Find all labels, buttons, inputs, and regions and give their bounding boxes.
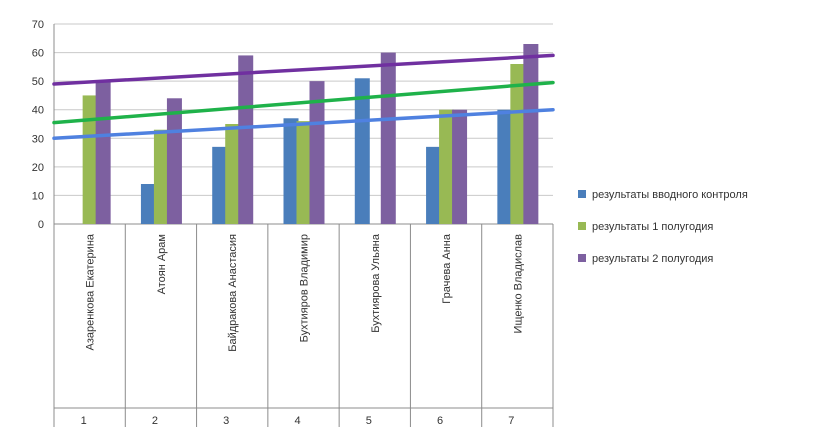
- category-label: Грачева Анна: [441, 233, 453, 304]
- y-tick-label: 0: [38, 219, 44, 231]
- bar: [296, 121, 312, 224]
- category-label: Бухтиярова Ульяна: [370, 233, 382, 333]
- y-tick-label: 20: [32, 162, 44, 174]
- legend-label: результаты 2 полугодия: [592, 253, 713, 265]
- bar: [82, 95, 98, 224]
- category-number: 6: [437, 415, 443, 427]
- bar: [426, 146, 442, 224]
- bar: [497, 109, 513, 224]
- category-number: 3: [223, 415, 229, 427]
- legend-swatch: [578, 190, 586, 198]
- trendline: [52, 107, 555, 141]
- bar: [523, 44, 539, 224]
- category-label: Атоян Арам: [156, 234, 168, 294]
- bar: [95, 81, 111, 225]
- legend-label: результаты вводного контроля: [592, 189, 748, 201]
- category-label: Бухтияров Владимир: [299, 234, 311, 342]
- bar: [166, 98, 182, 224]
- bar: [309, 81, 325, 225]
- legend-swatch: [578, 222, 586, 230]
- y-tick-label: 70: [32, 19, 44, 31]
- category-number: 1: [81, 415, 87, 427]
- bar: [283, 118, 299, 224]
- y-tick-label: 10: [32, 190, 44, 202]
- y-tick-label: 30: [32, 133, 44, 145]
- y-tick-label: 60: [32, 48, 44, 60]
- category-number: 7: [508, 415, 514, 427]
- y-tick-label: 50: [32, 76, 44, 88]
- bar: [439, 109, 455, 224]
- category-number: 2: [152, 415, 158, 427]
- category-label: Азаренкова Екатерина: [85, 233, 97, 350]
- category-label: Байдракова Анастасия: [227, 234, 239, 352]
- bar: [452, 109, 468, 224]
- bar: [140, 184, 156, 224]
- bar: [212, 146, 228, 224]
- bar: [153, 129, 169, 224]
- bar: [510, 64, 526, 224]
- trendline: [52, 53, 555, 86]
- y-tick-label: 40: [32, 105, 44, 117]
- bar: [225, 124, 241, 224]
- category-number: 4: [294, 415, 300, 427]
- bar: [354, 78, 370, 225]
- bar: [380, 52, 396, 225]
- trendline: [52, 80, 555, 125]
- bar: [238, 55, 254, 224]
- category-label: Ищенко Владислав: [512, 234, 524, 334]
- legend-swatch: [578, 254, 586, 262]
- legend-label: результаты 1 полугодия: [592, 221, 713, 233]
- category-number: 5: [366, 415, 372, 427]
